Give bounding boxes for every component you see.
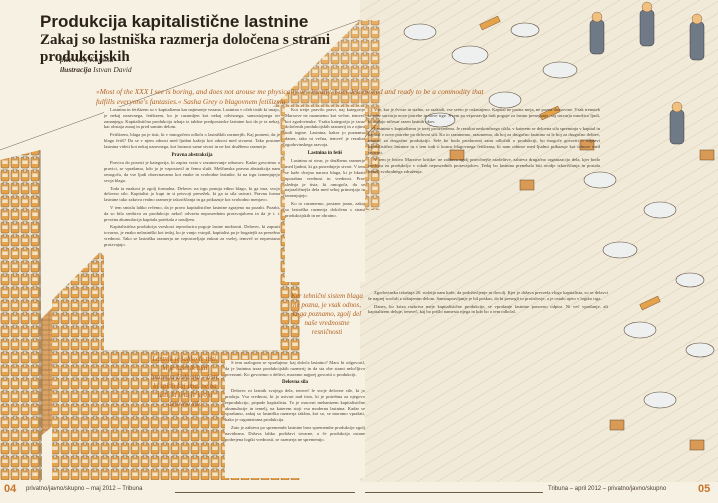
left-page-number: 04 xyxy=(4,483,17,495)
side-quote-right: Ker tehnični sistem blaga ne pozna, je v… xyxy=(291,292,363,336)
paragraph: V tem smislu lahko rečemo, da je pravo k… xyxy=(104,204,280,222)
side-quote-left: Lastnik je lahko le tisti, ki je lastnik… xyxy=(150,355,220,408)
right-footer-rule xyxy=(365,492,543,493)
paragraph: Zgodovinska izkušnja 20. stoletja nam ka… xyxy=(368,290,608,301)
paragraph: Toda ta enakost je zgolj formalna. Delav… xyxy=(104,185,280,203)
text-column-5: Zgodovinska izkušnja 20. stoletja nam ka… xyxy=(368,290,608,478)
section-heading: Pravna abstrakcija xyxy=(171,152,213,158)
right-page-number: 05 xyxy=(698,483,711,495)
headline-block: Produkcija kapitalistične lastnine Zakaj… xyxy=(40,12,370,66)
pull-quote: »Most of the XXX I see is boring, and do… xyxy=(96,87,484,106)
left-footer-rule xyxy=(175,492,355,493)
text-column-3: S tem razlogom se vprašajmo: kaj določa … xyxy=(225,360,365,478)
section-heading: Lastnina in fetiš xyxy=(307,150,343,156)
paragraph: V tem je bistvo Marxove kritike: ne zaht… xyxy=(368,157,600,174)
byline: piše Anej Korsika ilustracija Istvan Dav… xyxy=(60,55,132,75)
left-footer-text: privatno/javno/skupno – maj 2012 – Tribu… xyxy=(26,486,143,492)
paragraph: Zato je zahteva po spremembi lastnine br… xyxy=(225,424,365,442)
text-column-1: Lastnina in fetišizem so v kapitalizmu k… xyxy=(104,107,280,350)
illustration-label: ilustracija xyxy=(60,65,92,74)
paragraph: Lastnina v kapitalizmu je torej proizved… xyxy=(368,126,600,155)
text-column-4: Vse, kar je čvrsto in stalno, se razkadi… xyxy=(368,107,600,287)
paragraph: Lastnina in fetišizem so v kapitalizmu k… xyxy=(104,107,280,130)
illustrator-name: Istvan David xyxy=(93,65,132,74)
paragraph: Kot tretje pravilo pravi, naj kategorije… xyxy=(285,107,365,147)
right-footer-text: Tribuna – april 2012 – privatno/javno/sk… xyxy=(548,486,667,492)
paragraph: Fetišizem, blaga pa je tisti, ki v mnogo… xyxy=(104,132,280,149)
paragraph: Kapitalistična produkcija vseskozi repro… xyxy=(104,224,280,247)
author-name: Anej Korsika xyxy=(73,55,114,64)
paragraph: Danes, ko kriza razkriva meje kapitalist… xyxy=(368,303,608,315)
paragraph: Ko to razumemo, postane jasno, zakaj so … xyxy=(285,200,365,218)
paragraph: Lastnina ni stvar, je družbeno razmerje … xyxy=(285,158,365,199)
paragraph: Delavec ni lastnik svojega dela, temveč … xyxy=(225,388,365,423)
author-label: piše xyxy=(60,55,73,64)
article-subtitle: Zakaj so lastniška razmerja določena s s… xyxy=(40,32,330,65)
paragraph: Pravica do posesti je kategorija, ki zap… xyxy=(104,160,280,183)
paragraph: Vse, kar je čvrsto in stalno, se razkadi… xyxy=(368,107,600,124)
article-title: Produkcija kapitalistične lastnine xyxy=(40,12,309,31)
page-footer: 04 privatno/javno/skupno – maj 2012 – Tr… xyxy=(0,482,718,503)
paragraph: S tem razlogom se vprašajmo: kaj določa … xyxy=(225,360,365,377)
section-heading: Delovna sila xyxy=(282,380,308,386)
text-column-2: Kot tretje pravilo pravi, naj kategorije… xyxy=(285,107,365,282)
